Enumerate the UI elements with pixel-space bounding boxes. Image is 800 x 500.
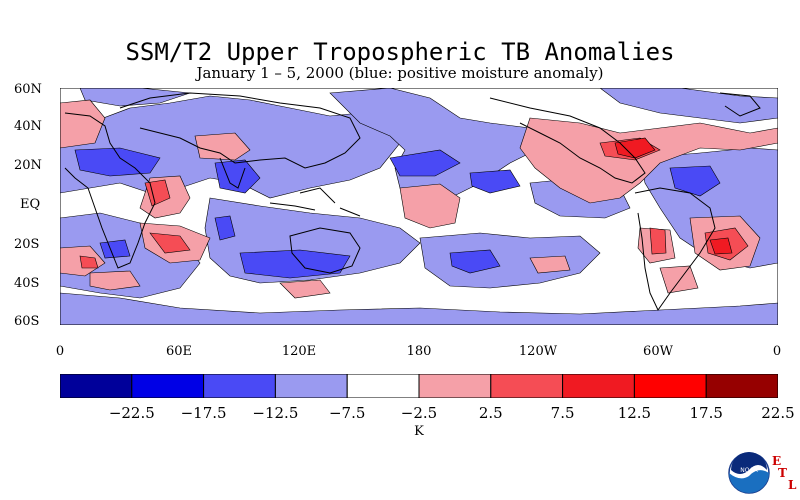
lon-label-60e: 60E (165, 344, 193, 359)
colorbar-tick-label: −22.5 (108, 404, 155, 422)
colorbar-tick-label: 2.5 (478, 404, 503, 422)
colorbar-segment (131, 374, 205, 398)
darkblue-core (99, 239, 131, 259)
lon-label-180: 180 (406, 344, 432, 359)
lat-label-40n: 40N (14, 119, 42, 134)
coastline-india (219, 157, 246, 189)
red-region (529, 255, 571, 274)
colorbar-segment (346, 374, 420, 398)
anomaly-map (60, 88, 778, 325)
red-core (709, 237, 733, 255)
darkblue-core (239, 249, 351, 279)
colorbar-segment (60, 374, 133, 398)
etl-letter-e: E (772, 454, 782, 468)
coastline-africa (64, 112, 156, 269)
colorbar-segment (418, 374, 492, 398)
noaa-logo-icon: NOAA (728, 452, 770, 494)
lat-label-20s: 20S (14, 237, 40, 252)
colorbar-tick-label: −7.5 (328, 404, 366, 422)
coastline-australia (289, 227, 361, 274)
darkblue-core (449, 249, 501, 274)
lat-label-40s: 40S (14, 276, 40, 291)
colorbar-segment (633, 374, 707, 398)
darkblue-core (389, 149, 461, 177)
red-core (614, 137, 656, 159)
blue-region (79, 88, 191, 107)
blue-region (60, 292, 778, 325)
colorbar-segment (490, 374, 564, 398)
red-core (149, 232, 191, 254)
red-region (60, 99, 106, 149)
colorbar-segment (203, 374, 276, 398)
colorbar-segment (274, 374, 348, 398)
red-region (659, 265, 699, 294)
red-region (279, 279, 331, 299)
lon-label-60w: 60W (643, 344, 673, 359)
red-region (194, 132, 251, 161)
coastline-south-america (634, 187, 716, 311)
lon-label-120w: 120W (518, 344, 558, 359)
darkblue-core (469, 169, 521, 194)
colorbar-tick-label: 7.5 (550, 404, 575, 422)
lat-label-20n: 20N (14, 158, 42, 173)
blue-region (419, 232, 601, 289)
lon-label-0-end: 0 (772, 344, 782, 359)
red-region (519, 117, 778, 204)
colorbar-tick-label: −12.5 (252, 404, 299, 422)
colorbar-tick-label: 12.5 (617, 404, 652, 422)
coastline-north-america (489, 97, 646, 184)
red-core (649, 227, 667, 255)
darkblue-core (214, 215, 236, 241)
anomaly-fields (60, 88, 778, 325)
noaa-logo-text: NOAA (740, 467, 758, 474)
red-region (89, 270, 141, 291)
darkblue-core (74, 147, 161, 177)
colorbar-tick-label: 22.5 (761, 404, 795, 422)
map-subtitle: January 1 – 5, 2000 (blue: positive mois… (196, 64, 604, 82)
coastlines (64, 92, 761, 311)
colorbar (60, 374, 778, 398)
coastline-eurasia (119, 92, 361, 169)
darkblue-core (669, 165, 721, 197)
darkblue-core (214, 159, 261, 194)
colorbar-tick-label: −17.5 (180, 404, 227, 422)
lat-label-eq: EQ (20, 197, 41, 212)
blue-region (599, 88, 778, 124)
colorbar-tick-label: −2.5 (400, 404, 438, 422)
red-core (79, 255, 99, 269)
red-region (399, 183, 461, 229)
colorbar-tick-label: 17.5 (689, 404, 723, 422)
colorbar-unit: K (414, 424, 424, 439)
colorbar-segment (562, 374, 635, 398)
etl-letter-t: T (778, 466, 787, 480)
lat-label-60n: 60N (14, 82, 42, 97)
colorbar-segment (705, 374, 778, 398)
map-title: SSM/T2 Upper Tropospheric TB Anomalies (125, 38, 675, 66)
lon-label-0: 0 (55, 344, 65, 359)
coastline-maritime (269, 187, 361, 217)
lat-label-60s: 60S (14, 314, 40, 329)
etl-letter-l: L (788, 478, 797, 492)
coastline-greenland (719, 92, 761, 117)
lon-label-120e: 120E (281, 344, 317, 359)
